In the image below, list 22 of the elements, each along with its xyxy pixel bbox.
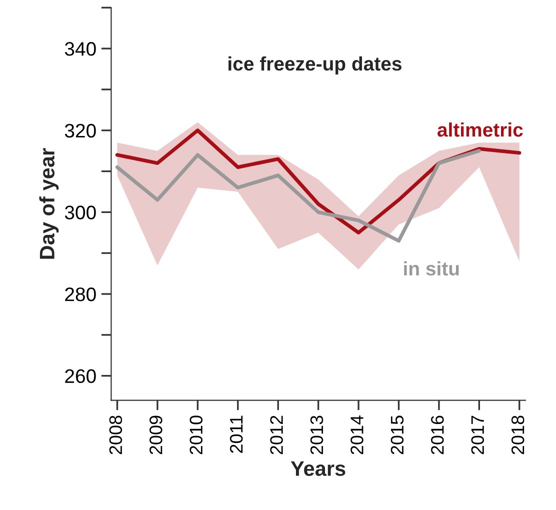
x-tick-label: 2008 bbox=[109, 416, 122, 454]
series-label: in situ bbox=[404, 261, 459, 276]
y-tick-label: 300 bbox=[64, 206, 96, 220]
x-tick-label: 2017 bbox=[471, 416, 484, 454]
y-tick-label: 280 bbox=[65, 287, 96, 302]
y-tick-label: 260 bbox=[65, 369, 96, 384]
x-tick-label: 2018 bbox=[511, 416, 524, 454]
y-axis-title: Day of year bbox=[39, 148, 59, 259]
x-tick-label: 2009 bbox=[150, 416, 162, 454]
x-axis-title: Years bbox=[290, 461, 346, 476]
y-tick-label: 320 bbox=[64, 124, 96, 138]
y-tick-label: 340 bbox=[64, 42, 96, 56]
x-tick-label: 2013 bbox=[310, 416, 324, 454]
text: ice freeze-up dates bbox=[228, 56, 402, 75]
x-tick-label: 2010 bbox=[190, 416, 203, 454]
line-series bbox=[115, 149, 481, 243]
x-tick-label: 2016 bbox=[431, 416, 444, 454]
x-tick-label: 2015 bbox=[390, 416, 404, 454]
x-tick-label: 2011 bbox=[230, 416, 243, 453]
series-label: altimetric bbox=[438, 122, 523, 137]
x-tick-label: 2014 bbox=[350, 415, 364, 454]
x-tick-label: 2012 bbox=[270, 416, 283, 454]
